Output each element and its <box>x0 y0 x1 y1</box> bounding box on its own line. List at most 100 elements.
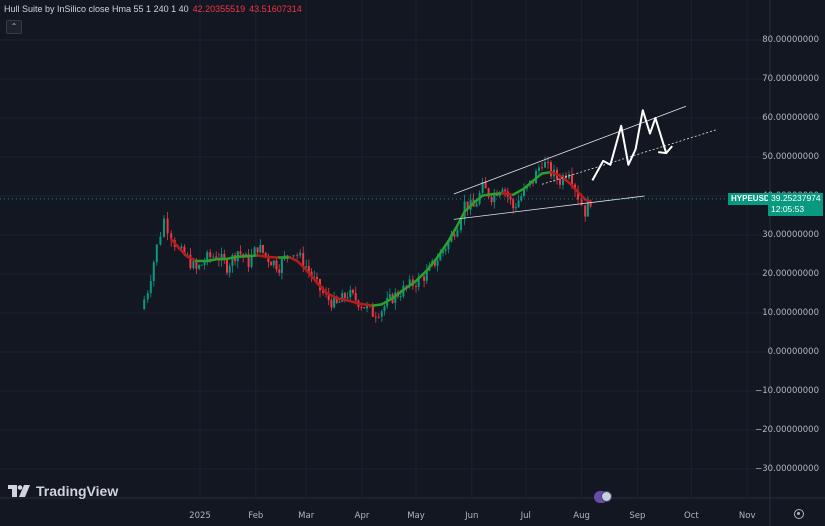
candle-body <box>330 300 333 308</box>
hull-segment <box>380 297 394 306</box>
candle-body <box>192 260 195 269</box>
flag-icon[interactable] <box>601 491 612 502</box>
chevron-up-icon[interactable]: ⌃ <box>6 20 22 34</box>
candle-body <box>228 266 231 273</box>
hull-segment <box>315 281 328 294</box>
candle-body <box>349 289 352 298</box>
hull-segment <box>247 254 259 258</box>
hull-segment <box>205 258 218 263</box>
hull-segment <box>576 190 587 201</box>
time-tick-label: Oct <box>684 511 699 521</box>
time-tick-label: May <box>407 511 425 521</box>
tradingview-logo[interactable]: TradingView <box>8 483 118 499</box>
candle-body <box>562 175 564 185</box>
hull-segment <box>447 224 459 243</box>
projection-path[interactable] <box>591 109 668 181</box>
trendline-drawings[interactable] <box>453 105 717 220</box>
candle-body <box>149 281 152 294</box>
indicator-legend[interactable]: Hull Suite by InSilico close Hma 55 1 24… <box>4 4 302 14</box>
hull-segment <box>549 170 562 177</box>
candle-body <box>436 260 439 266</box>
candle-body <box>439 252 442 261</box>
candle-body <box>354 292 357 301</box>
hull-segment <box>501 192 515 196</box>
candle-body <box>333 296 336 308</box>
candle-body <box>363 307 366 309</box>
candle-body <box>280 259 283 273</box>
candle-body <box>247 253 250 268</box>
candle-body <box>501 189 504 193</box>
candle-body <box>302 252 305 268</box>
hull-segment <box>304 268 319 284</box>
candle-body <box>423 276 426 281</box>
candle-body <box>475 203 478 207</box>
price-tick-label: −20.00000000 <box>755 425 819 435</box>
candle-body <box>371 305 374 317</box>
logo-text: TradingView <box>36 483 119 499</box>
candle-body <box>374 316 377 318</box>
candle-body <box>286 255 289 257</box>
candle-body <box>250 254 253 268</box>
candle-body <box>270 262 273 266</box>
time-tick-label: Jun <box>465 511 479 521</box>
hull-segment <box>567 181 580 194</box>
hull-segment <box>472 194 484 205</box>
hull-segment <box>522 179 535 190</box>
candle-body <box>584 205 587 217</box>
price-tick-label: 0.00000000 <box>767 347 819 357</box>
candle-body <box>256 247 259 253</box>
candle-body <box>580 199 583 206</box>
price-tick-label: 10.00000000 <box>762 308 819 318</box>
candle-body <box>490 196 493 203</box>
time-tick-label: Aug <box>573 511 590 521</box>
hull-segment <box>583 198 592 204</box>
candle-body <box>460 219 462 231</box>
last-price-label: 39.25237974 12:05:53 <box>768 193 823 216</box>
candle-body <box>512 199 515 209</box>
candle-body <box>586 200 589 217</box>
time-tick-label: 2025 <box>189 511 211 521</box>
candle-body <box>206 252 209 263</box>
candle-body <box>444 249 447 252</box>
candle-body <box>571 174 573 185</box>
price-tick-label: −10.00000000 <box>755 386 819 396</box>
candle-body <box>415 285 417 287</box>
hull-suite-line <box>169 170 592 307</box>
candle-body <box>408 279 411 287</box>
candle-body <box>589 200 592 207</box>
candle-body <box>377 316 380 318</box>
candle-body <box>341 293 344 302</box>
trendline[interactable] <box>453 195 645 220</box>
price-tick-label: 70.00000000 <box>762 74 819 84</box>
trendline[interactable] <box>453 105 687 195</box>
candle-body <box>559 178 561 185</box>
candle-body <box>159 236 162 245</box>
hull-segment <box>256 254 270 259</box>
candle-body <box>433 260 436 266</box>
candle-body <box>481 182 484 193</box>
candle-body <box>272 260 275 266</box>
candle-body <box>504 189 507 192</box>
price-tick-label: 80.00000000 <box>762 35 819 45</box>
candle-body <box>447 241 450 250</box>
candle-body <box>143 299 146 310</box>
hull-segment <box>295 259 308 271</box>
hull-segment <box>414 269 429 283</box>
hull-segment <box>186 255 198 263</box>
time-tick-label: Apr <box>354 511 370 521</box>
candle-body <box>425 270 428 281</box>
hull-segment <box>511 187 526 196</box>
trendline[interactable] <box>541 129 717 185</box>
candle-body <box>166 218 169 234</box>
candle-body <box>264 252 267 256</box>
candle-body <box>453 234 456 237</box>
candle-body <box>417 276 420 287</box>
settings-icon[interactable] <box>794 509 804 519</box>
hull-segment <box>425 255 439 272</box>
indicator-value-1: 42.20355519 <box>192 4 246 14</box>
candle-body <box>275 260 278 270</box>
candle-body <box>352 289 354 293</box>
candle-body <box>577 190 579 200</box>
candle-body <box>405 285 408 287</box>
